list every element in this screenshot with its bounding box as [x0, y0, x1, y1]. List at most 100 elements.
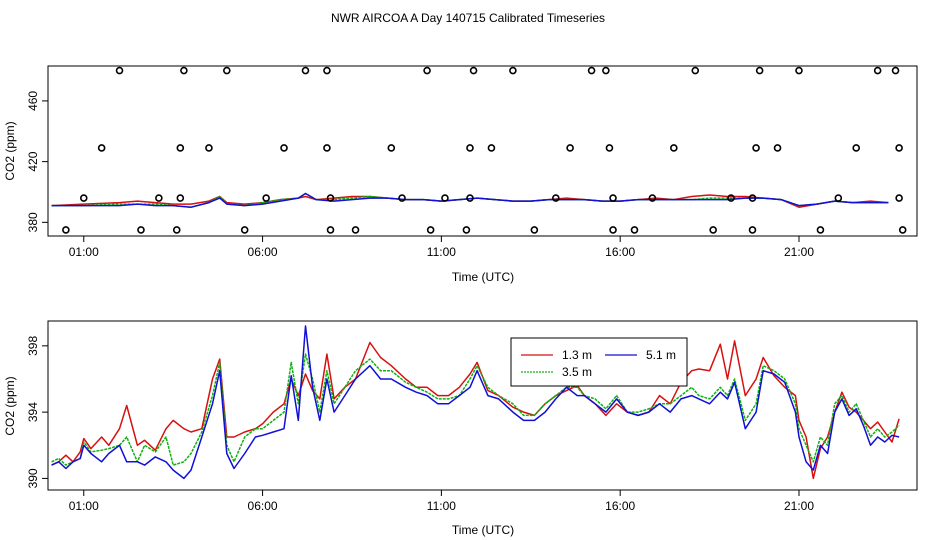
- top-y-axis-label: CO2 (ppm): [3, 121, 17, 180]
- top-marker-point: [301, 66, 310, 75]
- bottom-x-tick-label: 01:00: [69, 499, 99, 513]
- top-marker-point: [172, 226, 181, 234]
- top-x-axis: 01:00 06:00 11:00 16:00 21:00: [69, 236, 814, 259]
- top-marker-point: [423, 66, 431, 75]
- top-marker-point: [180, 66, 188, 75]
- bottom-panel: 01:00 06:00 11:00 16:00 21:00 390 394 398 Time…: [3, 320, 918, 537]
- top-x-tick-label: 01:00: [69, 245, 99, 259]
- top-plot-frame: [47, 65, 918, 237]
- top-marker-point: [873, 66, 882, 75]
- top-marker-point: [552, 194, 560, 202]
- top-panel: 01:00 06:00 11:00 16:00 21:00 380 420 460 Time…: [3, 65, 918, 284]
- top-marker-point: [441, 194, 449, 202]
- top-marker-point: [898, 226, 907, 234]
- bottom-x-tick-label: 16:00: [605, 499, 635, 513]
- top-marker-point: [530, 226, 539, 234]
- top-marker-point: [398, 194, 406, 202]
- top-series-group: [51, 192, 889, 208]
- top-marker-point: [895, 144, 903, 152]
- top-marker-point: [326, 194, 335, 202]
- top-marker-point: [176, 194, 185, 202]
- top-marker-point: [895, 194, 903, 202]
- top-y-tick-label: 420: [26, 151, 40, 171]
- legend-label-1-3m: 1.3 m: [562, 348, 592, 362]
- top-marker-point: [755, 66, 764, 75]
- top-x-axis-label: Time (UTC): [452, 270, 514, 284]
- bottom-series-5-1-m: [51, 325, 900, 480]
- top-marker-point: [709, 226, 717, 234]
- top-marker-point: [748, 194, 757, 202]
- top-y-tick-label: 460: [26, 91, 40, 111]
- top-marker-point: [426, 226, 435, 234]
- top-marker-point: [387, 144, 396, 152]
- top-marker-point: [280, 144, 288, 152]
- top-y-tick-label: 380: [26, 212, 40, 232]
- top-marker-point: [79, 194, 88, 202]
- top-series-5-1-m: [51, 192, 889, 208]
- top-x-tick-label: 11:00: [427, 245, 456, 259]
- top-marker-group: [62, 66, 907, 234]
- top-marker-point: [205, 144, 213, 152]
- bottom-y-axis: 390 394 398: [26, 336, 48, 488]
- legend-box: [510, 337, 688, 387]
- bottom-plot-frame: [47, 320, 918, 491]
- top-marker-point: [566, 144, 574, 152]
- top-marker-point: [630, 226, 639, 234]
- top-marker-point: [752, 144, 760, 152]
- top-marker-point: [609, 194, 617, 202]
- top-marker-point: [748, 226, 757, 234]
- top-marker-point: [240, 226, 249, 234]
- top-marker-point: [602, 66, 610, 75]
- top-marker-point: [727, 194, 735, 202]
- top-y-axis: 380 420 460: [26, 91, 48, 232]
- top-marker-point: [326, 226, 335, 234]
- top-marker-point: [773, 144, 782, 152]
- top-marker-point: [262, 194, 270, 202]
- top-marker-point: [466, 144, 474, 152]
- bottom-x-tick-label: 21:00: [784, 499, 814, 513]
- bottom-x-tick-label: 06:00: [248, 499, 278, 513]
- top-x-tick-label: 21:00: [784, 245, 814, 259]
- top-marker-point: [223, 66, 231, 75]
- top-marker-point: [115, 66, 124, 75]
- bottom-series-1-3-m: [51, 340, 900, 480]
- top-marker-point: [587, 66, 596, 75]
- top-marker-point: [691, 66, 700, 75]
- top-marker-point: [795, 66, 803, 75]
- top-marker-point: [834, 194, 843, 202]
- top-marker-point: [609, 226, 617, 234]
- bottom-y-tick-label: 394: [26, 402, 40, 422]
- chart-title: NWR AIRCOA A Day 140715 Calibrated Times…: [331, 11, 605, 25]
- top-marker-point: [176, 144, 185, 152]
- bottom-series-3-5-m: [51, 353, 900, 466]
- top-marker-point: [351, 226, 360, 234]
- top-marker-point: [648, 194, 657, 202]
- bottom-y-axis-label: CO2 (ppm): [3, 376, 17, 435]
- legend-label-5-1m: 5.1 m: [646, 348, 676, 362]
- top-marker-point: [487, 144, 496, 152]
- bottom-y-tick-label: 390: [26, 468, 40, 488]
- bottom-x-axis: 01:00 06:00 11:00 16:00 21:00: [69, 490, 814, 513]
- top-x-tick-label: 06:00: [248, 245, 278, 259]
- top-marker-point: [670, 144, 678, 152]
- top-marker-point: [469, 66, 478, 75]
- top-marker-point: [323, 144, 331, 152]
- top-marker-point: [852, 144, 861, 152]
- top-marker-point: [137, 226, 145, 234]
- top-marker-point: [97, 144, 106, 152]
- bottom-y-tick-label: 398: [26, 336, 40, 356]
- top-marker-point: [891, 66, 900, 75]
- bottom-series-group: [51, 325, 900, 480]
- top-marker-point: [509, 66, 517, 75]
- legend: 1.3 m 5.1 m 3.5 m: [510, 337, 688, 387]
- top-marker-point: [62, 226, 70, 234]
- top-marker-point: [155, 194, 163, 202]
- top-marker-point: [323, 66, 331, 75]
- top-marker-point: [462, 226, 471, 234]
- top-marker-point: [816, 226, 825, 234]
- top-x-tick-label: 16:00: [605, 245, 635, 259]
- top-marker-point: [466, 194, 474, 202]
- legend-label-3-5m: 3.5 m: [562, 365, 592, 379]
- top-marker-point: [605, 144, 614, 152]
